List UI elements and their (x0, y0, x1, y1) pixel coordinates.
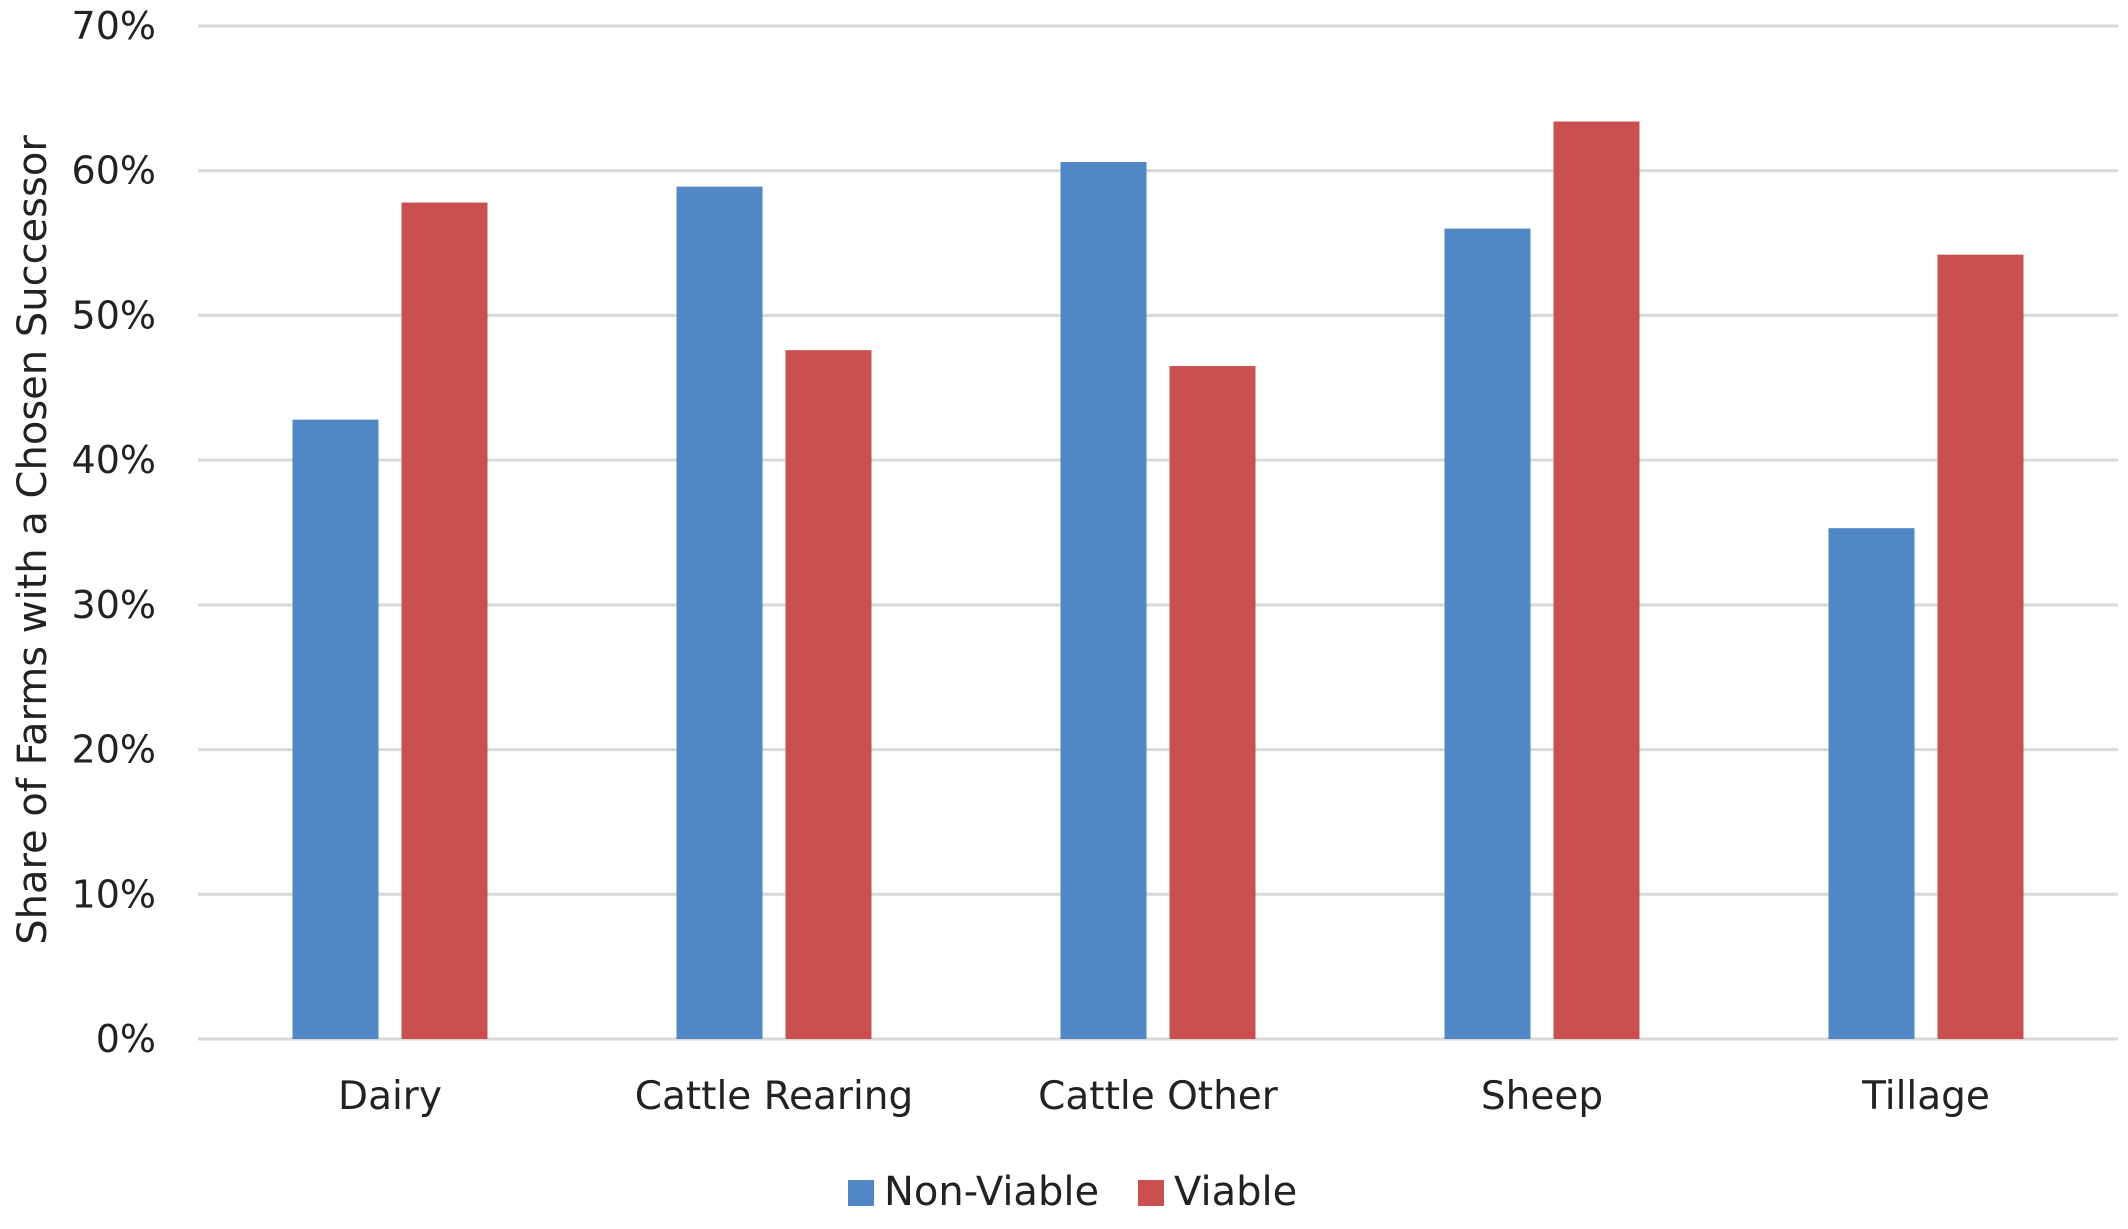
y-tick-label: 70% (72, 4, 156, 48)
bar-non-viable-tillage (1828, 528, 1915, 1039)
x-category-label: Dairy (338, 1074, 442, 1119)
y-tick-label: 10% (72, 872, 156, 916)
y-tick-label: 30% (72, 583, 156, 627)
y-tick-label: 50% (72, 293, 156, 337)
bar-viable-cattle-rearing (785, 350, 872, 1039)
x-category-label: Tillage (1861, 1074, 1990, 1119)
legend-swatch (848, 1180, 874, 1206)
x-category-label: Cattle Rearing (635, 1074, 914, 1119)
bar-viable-cattle-other (1169, 366, 1256, 1039)
bar-non-viable-sheep (1444, 228, 1531, 1040)
legend-swatch (1138, 1180, 1164, 1206)
bar-viable-tillage (1937, 254, 2024, 1040)
bar-viable-dairy (401, 202, 488, 1040)
y-tick-label: 0% (96, 1017, 156, 1061)
gridlines (198, 24, 2118, 1041)
bar-non-viable-cattle-rearing (676, 186, 763, 1039)
y-axis-ticks: 0% 10% 20% 30% 40% 50% 60% 70% (72, 4, 156, 1061)
bars (292, 121, 2024, 1040)
bar-non-viable-cattle-other (1060, 162, 1147, 1039)
y-axis-title: Share of Farms with a Chosen Successor (10, 135, 56, 945)
x-axis-labels: Dairy Cattle Rearing Cattle Other Sheep Till… (338, 1074, 1990, 1119)
legend: Non-Viable Viable (848, 1169, 1297, 1215)
legend-label: Viable (1174, 1169, 1297, 1215)
x-category-label: Cattle Other (1038, 1074, 1279, 1119)
legend-label: Non-Viable (884, 1169, 1099, 1215)
y-tick-label: 20% (72, 728, 156, 772)
y-tick-label: 40% (72, 438, 156, 482)
bar-viable-sheep (1553, 121, 1640, 1040)
x-category-label: Sheep (1481, 1074, 1603, 1119)
y-tick-label: 60% (72, 149, 156, 193)
bar-non-viable-dairy (292, 419, 379, 1039)
